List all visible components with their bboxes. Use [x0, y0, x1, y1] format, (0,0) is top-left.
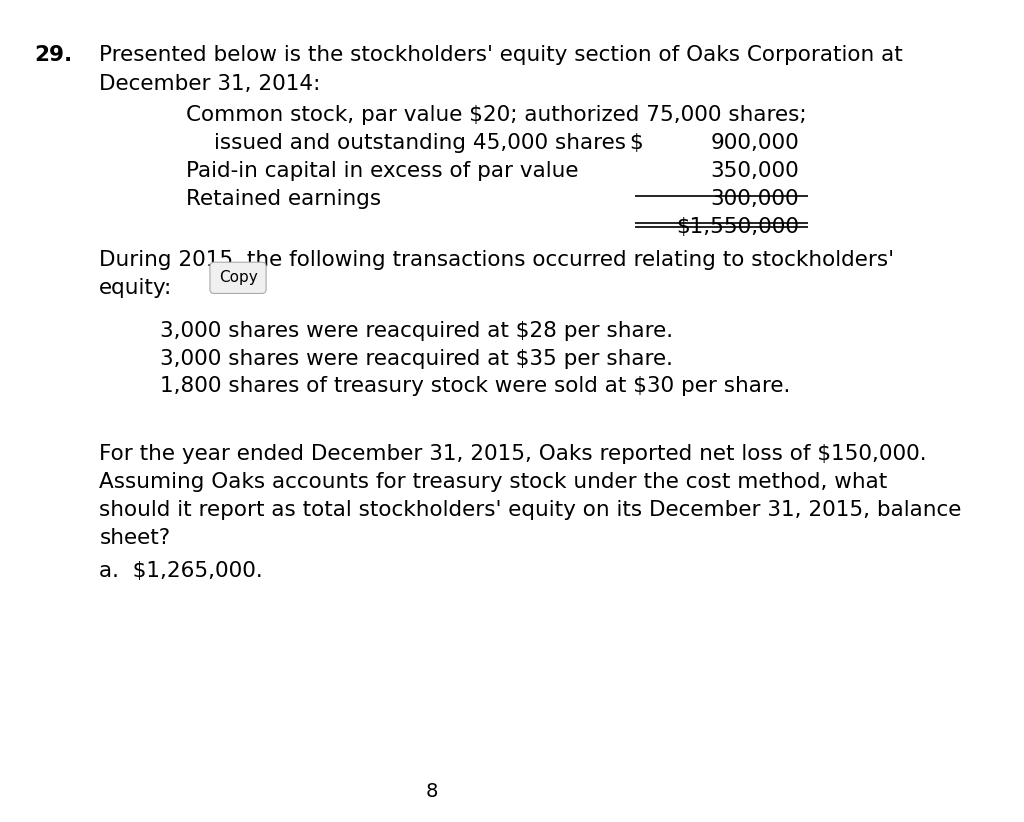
Text: Copy: Copy: [219, 270, 257, 285]
Text: 8: 8: [426, 783, 438, 801]
Text: December 31, 2014:: December 31, 2014:: [99, 74, 321, 94]
Text: For the year ended December 31, 2015, Oaks reported net loss of $150,000.: For the year ended December 31, 2015, Oa…: [99, 444, 927, 464]
Text: Paid-in capital in excess of par value: Paid-in capital in excess of par value: [185, 161, 579, 181]
Text: Assuming Oaks accounts for treasury stock under the cost method, what: Assuming Oaks accounts for treasury stoc…: [99, 472, 888, 492]
Text: 3,000 shares were reacquired at $28 per share.: 3,000 shares were reacquired at $28 per …: [160, 321, 673, 340]
Text: $: $: [629, 133, 643, 153]
Text: Common stock, par value $20; authorized 75,000 shares;: Common stock, par value $20; authorized …: [185, 105, 806, 125]
Text: sheet?: sheet?: [99, 528, 170, 547]
FancyBboxPatch shape: [210, 262, 266, 293]
Text: 29.: 29.: [35, 45, 73, 65]
Text: 350,000: 350,000: [711, 161, 799, 181]
Text: 1,800 shares of treasury stock were sold at $30 per share.: 1,800 shares of treasury stock were sold…: [160, 376, 791, 396]
Text: Presented below is the stockholders' equity section of Oaks Corporation at: Presented below is the stockholders' equ…: [99, 45, 903, 65]
Text: 3,000 shares were reacquired at $35 per share.: 3,000 shares were reacquired at $35 per …: [160, 349, 673, 368]
Text: a.  $1,265,000.: a. $1,265,000.: [99, 561, 263, 580]
Text: $1,550,000: $1,550,000: [676, 217, 799, 237]
Text: issued and outstanding 45,000 shares: issued and outstanding 45,000 shares: [214, 133, 627, 153]
Text: During 2015, the following transactions occurred relating to stockholders': During 2015, the following transactions …: [99, 250, 894, 270]
Text: equity:: equity:: [99, 278, 173, 298]
Text: 300,000: 300,000: [711, 189, 799, 209]
Text: Retained earnings: Retained earnings: [185, 189, 381, 209]
Text: 900,000: 900,000: [711, 133, 799, 153]
Text: should it report as total stockholders' equity on its December 31, 2015, balance: should it report as total stockholders' …: [99, 500, 962, 520]
